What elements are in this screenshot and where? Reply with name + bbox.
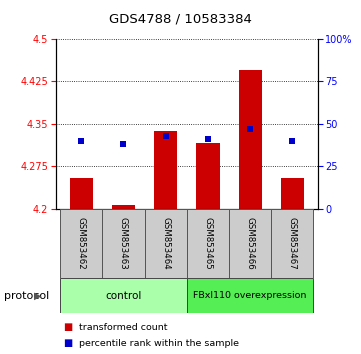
Bar bbox=[281, 178, 304, 209]
Point bbox=[205, 136, 211, 142]
Bar bbox=[60, 278, 187, 313]
Bar bbox=[229, 209, 271, 278]
Text: GSM853465: GSM853465 bbox=[204, 217, 212, 270]
Text: ▶: ▶ bbox=[34, 291, 42, 301]
Text: GSM853463: GSM853463 bbox=[119, 217, 128, 270]
Point bbox=[163, 133, 169, 139]
Bar bbox=[239, 70, 262, 209]
Bar bbox=[187, 209, 229, 278]
Bar bbox=[187, 278, 313, 313]
Point bbox=[247, 126, 253, 132]
Text: percentile rank within the sample: percentile rank within the sample bbox=[79, 339, 239, 348]
Text: transformed count: transformed count bbox=[79, 323, 168, 332]
Text: GDS4788 / 10583384: GDS4788 / 10583384 bbox=[109, 12, 252, 25]
Text: GSM853467: GSM853467 bbox=[288, 217, 297, 270]
Text: protocol: protocol bbox=[4, 291, 49, 301]
Text: ■: ■ bbox=[63, 338, 73, 348]
Text: control: control bbox=[105, 291, 142, 301]
Text: GSM853462: GSM853462 bbox=[77, 217, 86, 270]
Bar bbox=[154, 131, 177, 209]
Bar bbox=[103, 209, 145, 278]
Bar bbox=[145, 209, 187, 278]
Text: ■: ■ bbox=[63, 322, 73, 332]
Bar bbox=[271, 209, 313, 278]
Text: GSM853464: GSM853464 bbox=[161, 217, 170, 270]
Point bbox=[121, 142, 126, 147]
Point bbox=[78, 138, 84, 144]
Text: GSM853466: GSM853466 bbox=[245, 217, 255, 270]
Bar bbox=[60, 209, 103, 278]
Bar bbox=[70, 178, 93, 209]
Bar bbox=[196, 143, 219, 209]
Bar bbox=[112, 205, 135, 209]
Text: FBxl110 overexpression: FBxl110 overexpression bbox=[193, 291, 307, 300]
Point bbox=[290, 138, 295, 144]
